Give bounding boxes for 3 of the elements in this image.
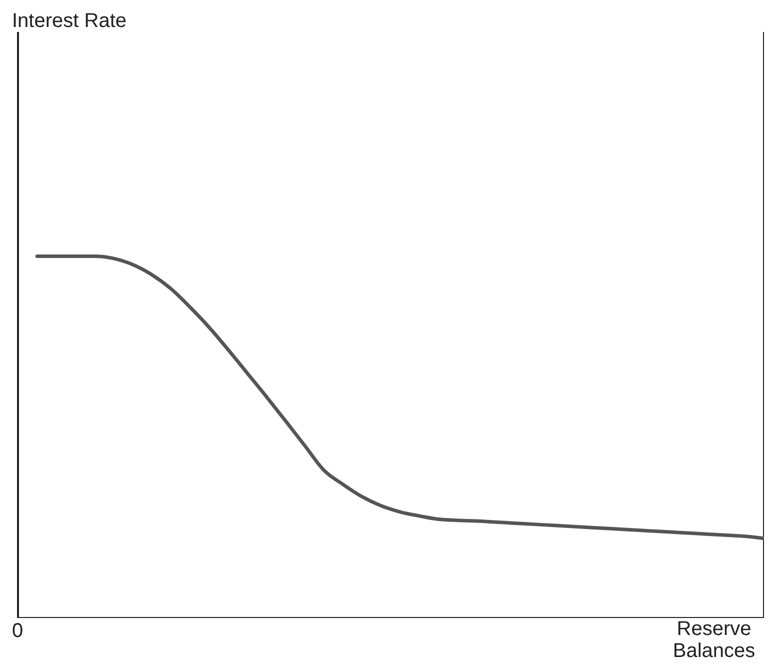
text: Interest Rate — [12, 10, 127, 33]
x-axis-title: Reserve Balances — [672, 618, 756, 662]
text: 0 — [12, 620, 24, 643]
